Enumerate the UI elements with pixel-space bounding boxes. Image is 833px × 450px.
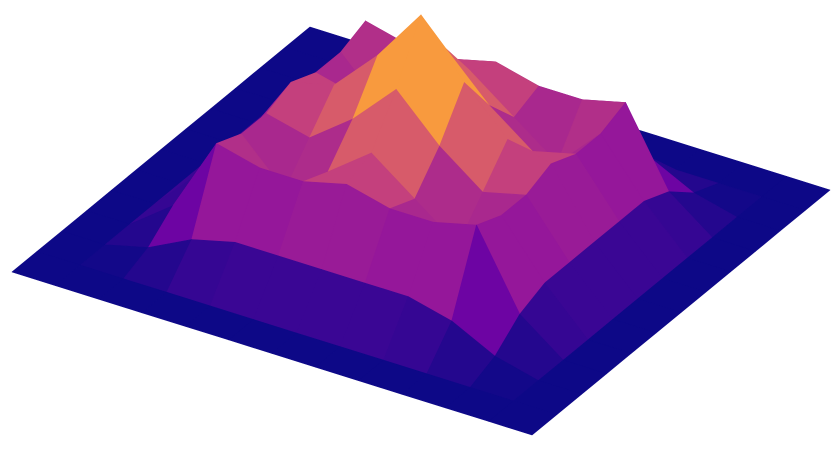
surface-patch [488,400,558,436]
